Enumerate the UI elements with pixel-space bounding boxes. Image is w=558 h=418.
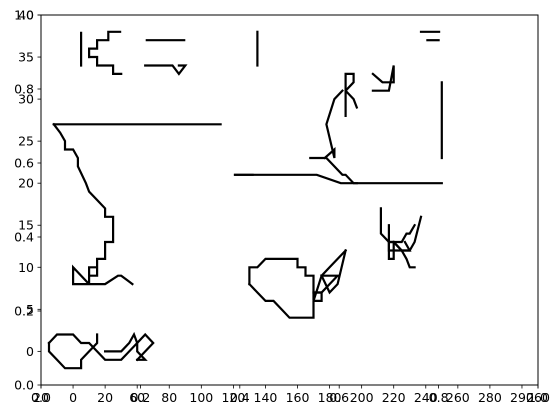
x-tick-label: 160 <box>286 390 310 405</box>
series-line-3 <box>87 55 123 76</box>
y-tick-label: 20 <box>18 176 34 191</box>
series-line-25 <box>392 223 417 244</box>
overlay-x-tick-label: 0.0 <box>31 390 51 405</box>
overlay-y-tick-label: 0.8 <box>14 82 34 97</box>
overlay-x-tick-label: 1.0 <box>528 390 548 405</box>
series-line-27 <box>247 248 348 319</box>
series-line-24 <box>392 215 423 252</box>
x-tick-label: 20 <box>33 390 49 405</box>
series-line-5 <box>144 64 188 76</box>
x-tick-label: 200 <box>350 390 374 405</box>
x-tick-label: 0 <box>69 390 77 405</box>
overlay-y-tick-label: 0.0 <box>14 378 34 393</box>
overlay-y-tick-label: 0.6 <box>14 156 34 171</box>
y-tick-label: 0 <box>26 344 34 359</box>
x-tick-label: 60 <box>129 390 145 405</box>
overlay-x-tick-label: 0.4 <box>230 390 250 405</box>
series-line-16 <box>323 89 344 160</box>
overlay-x-tick-label: 0.8 <box>429 390 449 405</box>
x-tick-label: 220 <box>382 390 406 405</box>
y-tick-label: 10 <box>18 260 34 275</box>
overlay-y-tick-label: 0.2 <box>14 304 34 319</box>
series-line-22 <box>379 207 412 252</box>
series-line-8 <box>52 122 134 286</box>
overlay-x-tick-label: 0.6 <box>329 390 349 405</box>
x-tick-label: 280 <box>478 390 502 405</box>
x-tick-label: 260 <box>526 390 550 405</box>
x-tick-label: 120 <box>221 390 245 405</box>
axes-frame <box>40 14 539 386</box>
series-line-17 <box>371 65 395 92</box>
x-tick-label: 140 <box>254 390 278 405</box>
overlay-x-tick-label: 0.2 <box>130 390 150 405</box>
series-line-2 <box>87 30 122 59</box>
x-tick-label: 260 <box>446 390 470 405</box>
x-tick-label: 290 <box>510 390 534 405</box>
overlay-y-tick-label: 1.0 <box>14 8 34 23</box>
y-tick-label: 5 <box>26 302 34 317</box>
y-tick-label: 25 <box>18 134 34 149</box>
x-tick-label: 100 <box>189 390 213 405</box>
y-tick-label: 35 <box>18 50 34 65</box>
series-line-10 <box>47 332 155 362</box>
overlay-axis: 0.0 0.2 0.4 0.6 0.8 1.0 0.0 0.2 0.4 0.6 0.8 1.0 <box>14 8 548 406</box>
series-line-13 <box>233 173 443 185</box>
y-tick-label: 15 <box>18 218 34 233</box>
y-tick-label: 40 <box>18 8 34 23</box>
x-tick-label: 20 <box>97 390 113 405</box>
series-line-15 <box>344 72 359 118</box>
series-line-11 <box>103 331 148 361</box>
y-tick-label: 30 <box>18 92 34 107</box>
x-tick-label: 240 <box>414 390 438 405</box>
x-tick-label: 180 <box>318 390 342 405</box>
x-tick-label: 80 <box>161 390 177 405</box>
overlay-y-tick-label: 0.4 <box>14 230 34 245</box>
